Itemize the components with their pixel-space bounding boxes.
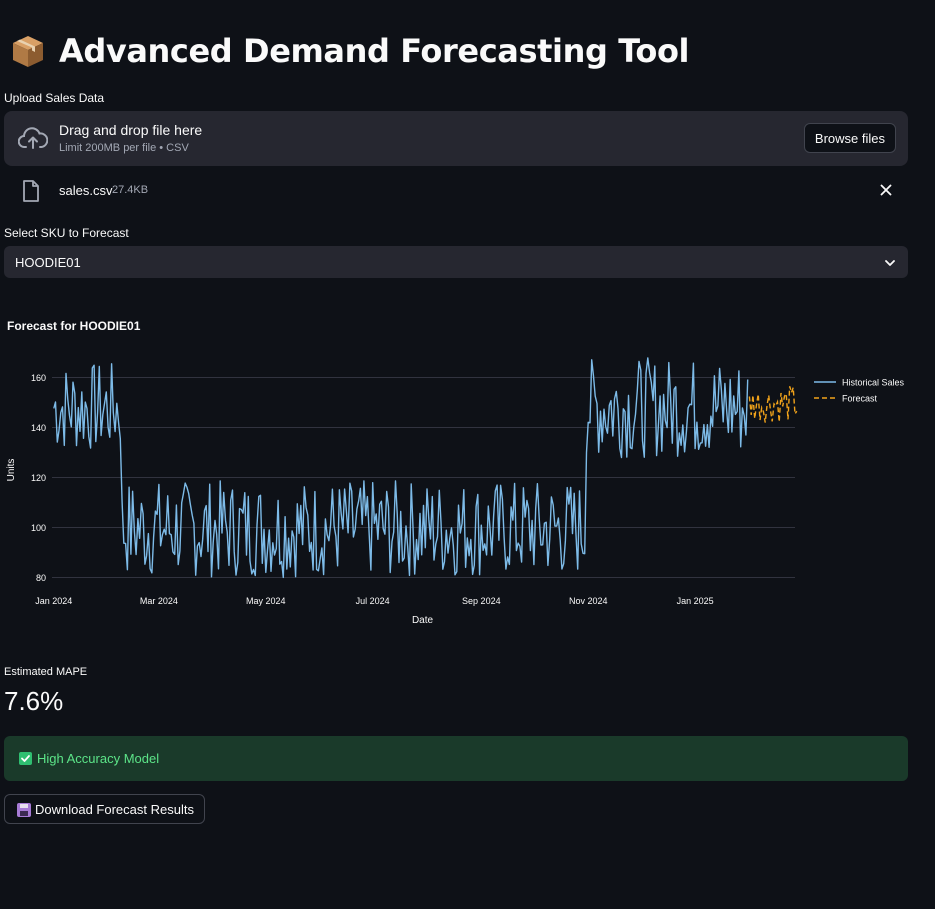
- y-tick-label: 160: [31, 373, 46, 383]
- package-box-icon: [10, 33, 46, 69]
- success-alert: High Accuracy Model: [4, 736, 908, 781]
- remove-file-icon[interactable]: [880, 183, 892, 201]
- x-axis-label: Date: [412, 615, 434, 626]
- check-mark-icon: [19, 752, 32, 765]
- x-tick-label: Jan 2025: [677, 596, 714, 606]
- cloud-upload-icon: [17, 125, 49, 156]
- y-tick-label: 140: [31, 423, 46, 433]
- y-tick-label: 120: [31, 473, 46, 483]
- file-size: 27.4KB: [112, 184, 149, 196]
- file-icon: [22, 180, 40, 207]
- page-header: Advanced Demand Forecasting Tool: [10, 32, 690, 70]
- uploaded-file: sales.csv 27.4KB: [4, 176, 908, 206]
- forecast-chart[interactable]: 80 100 120 140 160 Jan 2024 Mar 2024 May 2024 Ju…: [0, 340, 935, 640]
- floppy-disk-icon: [17, 803, 31, 817]
- x-tick-label: Nov 2024: [569, 596, 608, 606]
- dropzone-subtitle: Limit 200MB per file • CSV: [59, 142, 189, 154]
- chart-title: Forecast for HOODIE01: [7, 319, 141, 333]
- legend-item: Forecast: [842, 394, 878, 404]
- download-button-label: Download Forecast Results: [35, 802, 194, 817]
- uploader-label: Upload Sales Data: [4, 91, 105, 105]
- y-tick-label: 100: [31, 523, 46, 533]
- y-axis-label: Units: [6, 459, 17, 482]
- dropzone-title: Drag and drop file here: [59, 122, 203, 138]
- page-title: Advanced Demand Forecasting Tool: [59, 32, 690, 70]
- sku-select-value: HOODIE01: [15, 255, 81, 270]
- forecast-line: [748, 386, 798, 423]
- sku-select-label: Select SKU to Forecast: [4, 226, 129, 240]
- file-dropzone[interactable]: Drag and drop file here Limit 200MB per …: [4, 111, 908, 166]
- x-tick-label: Mar 2024: [140, 596, 178, 606]
- chevron-down-icon: [884, 256, 896, 274]
- file-name: sales.csv: [59, 183, 113, 198]
- x-tick-label: May 2024: [246, 596, 286, 606]
- legend-item: Historical Sales: [842, 378, 905, 388]
- x-tick-label: Jan 2024: [35, 596, 72, 606]
- alert-text: High Accuracy Model: [37, 751, 160, 766]
- y-tick-label: 80: [36, 573, 46, 583]
- historical-sales-line: [53, 357, 749, 579]
- metric-label: Estimated MAPE: [4, 666, 88, 678]
- browse-files-button[interactable]: Browse files: [803, 123, 896, 153]
- sku-select[interactable]: HOODIE01: [4, 246, 908, 278]
- download-forecast-button[interactable]: Download Forecast Results: [4, 794, 205, 824]
- metric-value: 7.6%: [4, 686, 64, 716]
- x-tick-label: Jul 2024: [356, 596, 390, 606]
- x-tick-label: Sep 2024: [462, 596, 501, 606]
